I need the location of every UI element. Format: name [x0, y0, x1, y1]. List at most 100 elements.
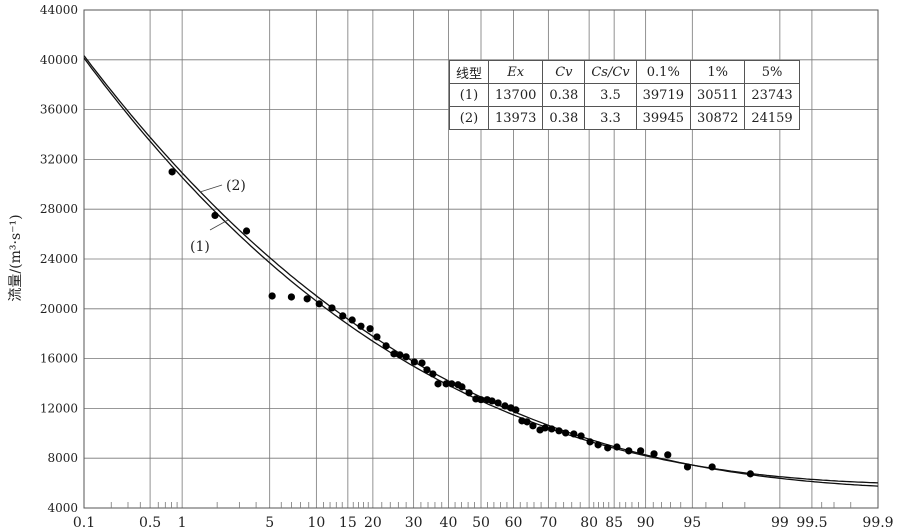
table-header: 0.1%: [635, 60, 691, 84]
data-point: [586, 438, 594, 446]
y-tick-label: 40000: [40, 53, 78, 67]
leader-line-1: [209, 219, 229, 231]
x-tick-label: 99.5: [796, 515, 827, 530]
data-point: [242, 227, 251, 235]
table-cell: 0.38: [542, 83, 586, 107]
x-tick-label: 80: [580, 515, 598, 530]
data-point: [382, 342, 390, 350]
data-point: [746, 470, 754, 478]
x-tick-label: 50: [472, 515, 490, 530]
y-axis-label: 流量/(m³·s⁻¹): [8, 214, 24, 301]
curve-label-1: (1): [190, 239, 210, 255]
data-point: [465, 389, 473, 397]
x-tick-label: 1: [178, 515, 187, 530]
data-point: [211, 211, 219, 220]
table-header: Cv: [542, 60, 586, 84]
axis-ticks: 4000 8000 12000 16000 20000 24000 28000 32000 36…: [40, 3, 894, 530]
data-point: [637, 447, 645, 455]
data-point: [501, 402, 509, 410]
data-point: [418, 359, 426, 367]
data-point: [664, 451, 672, 459]
data-point: [683, 463, 692, 471]
data-point: [604, 444, 612, 452]
data-point: [477, 396, 485, 404]
data-point: [402, 353, 410, 361]
table-cell: 13973: [488, 106, 544, 130]
table-cell: (1): [448, 83, 490, 107]
data-point: [613, 443, 621, 451]
table-cell: 39719: [635, 83, 691, 107]
y-tick-label: 28000: [40, 202, 78, 216]
data-points: [168, 168, 754, 478]
table-header-row: 线型 Ex Cv Cs/Cv 0.1% 1% 5%: [448, 60, 800, 84]
data-point: [357, 322, 365, 330]
data-point: [287, 293, 296, 301]
data-point: [512, 406, 520, 414]
data-point: [488, 397, 496, 405]
data-point: [366, 325, 374, 333]
table-cell: 3.5: [584, 83, 637, 107]
data-point: [625, 447, 633, 455]
data-point: [328, 304, 336, 312]
data-point: [555, 427, 563, 435]
data-point: [168, 168, 176, 176]
data-point: [523, 418, 531, 426]
table-cell: 24159: [744, 106, 800, 130]
y-tick-label: 20000: [40, 302, 78, 316]
x-tick-label: 70: [539, 515, 557, 530]
table-header: 线型: [448, 60, 490, 84]
data-point: [315, 300, 323, 308]
x-tick-label: 90: [637, 515, 655, 530]
data-point: [373, 333, 381, 341]
data-point: [429, 370, 437, 378]
table-header: Cs/Cv: [584, 60, 637, 84]
x-tick-label: 30: [405, 515, 423, 530]
data-point: [494, 399, 502, 407]
table-cell: 23743: [744, 83, 800, 107]
y-tick-label: 12000: [40, 401, 78, 415]
data-point: [577, 432, 585, 440]
data-point: [448, 380, 456, 388]
plot-frame: [83, 9, 879, 509]
data-point: [529, 422, 537, 430]
data-point: [268, 292, 276, 300]
x-tick-label: 95: [683, 515, 701, 530]
y-tick-label: 32000: [40, 152, 78, 166]
data-point: [548, 425, 556, 433]
x-tick-label: 40: [440, 515, 458, 530]
y-tick-label: 36000: [40, 103, 78, 117]
table-cell: (2): [448, 106, 490, 130]
leader-line-2: [199, 184, 223, 193]
table-header: 1%: [689, 60, 746, 84]
table-row: (2) 13973 0.38 3.3 39945 30872 24159: [448, 106, 800, 130]
data-point: [570, 430, 578, 438]
y-tick-label: 24000: [40, 252, 78, 266]
parameter-table: 线型 Ex Cv Cs/Cv 0.1% 1% 5% (1) 13700 0.38…: [448, 60, 800, 130]
x-tick-label: 60: [505, 515, 523, 530]
table-header: 5%: [744, 60, 800, 84]
table-header: Ex: [488, 60, 544, 84]
table-cell: 0.38: [542, 106, 586, 130]
x-tick-label: 99.9: [862, 515, 893, 530]
y-tick-label: 44000: [40, 3, 78, 17]
x-tick-label: 15: [339, 515, 357, 530]
curve-label-2: (2): [226, 178, 246, 194]
x-tick-label: 10: [307, 515, 325, 530]
data-point: [390, 350, 398, 358]
table-row: (1) 13700 0.38 3.5 39719 30511 23743: [448, 83, 800, 107]
data-point: [410, 358, 418, 366]
table-cell: 30872: [689, 106, 746, 130]
data-point: [594, 441, 602, 449]
x-tick-label: 20: [364, 515, 382, 530]
data-point: [303, 295, 311, 303]
x-tick-label: 0.1: [73, 515, 95, 530]
data-point: [458, 383, 466, 391]
y-tick-label: 8000: [47, 451, 78, 465]
data-point: [348, 316, 356, 324]
y-tick-label: 4000: [47, 501, 78, 515]
table-cell: 3.3: [584, 106, 637, 130]
data-point: [442, 380, 450, 388]
x-tick-label: 5: [265, 515, 274, 530]
x-tick-label: 99: [771, 515, 789, 530]
